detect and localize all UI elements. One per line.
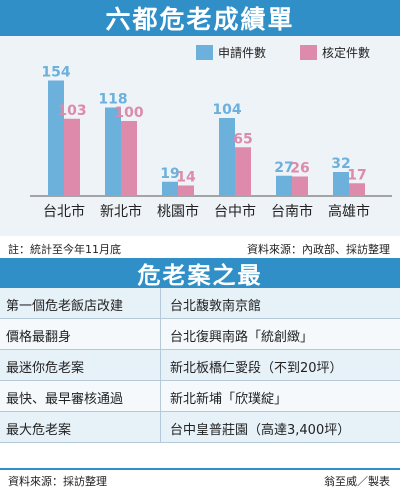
record-divider [160,412,161,442]
data-label: 104 [212,102,241,118]
data-label: 27 [274,160,293,176]
record-label: 最大危老案 [6,423,72,438]
bar-applications [333,172,349,196]
data-label: 32 [331,156,350,172]
data-label: 103 [57,103,86,119]
record-value: 新北新埔「欣璞綻」 [170,392,288,407]
bar-applications [276,175,292,196]
bar-approved [64,118,80,196]
bar-applications [162,181,178,196]
record-row: 價格最翻身 台北復興南路「統創緻」 [0,319,400,350]
footer-source: 資料來源：採訪整理 [8,475,107,488]
data-label: 26 [290,161,309,177]
category-label: 桃園市 [157,203,199,220]
record-value: 台北復興南路「統創緻」 [170,330,314,345]
credit: 翁至威／製表 [324,475,390,488]
record-divider [160,319,161,349]
record-row: 最快、最早審核通過 新北新埔「欣璞綻」 [0,381,400,412]
category-label: 台南市 [271,203,313,220]
record-divider [160,288,161,318]
record-label: 最快、最早審核通過 [6,392,124,407]
data-label: 19 [160,166,179,182]
record-label: 價格最翻身 [6,330,72,345]
bar-applications [105,107,121,196]
record-label: 第一個危老飯店改建 [6,299,124,314]
legend-approved: 核定件數 [300,44,370,61]
record-value: 台中皇普莊園（高達3,400坪） [170,423,351,438]
data-label: 17 [347,167,366,183]
record-label: 最迷你危老案 [6,361,85,376]
category-label: 台北市 [43,203,85,220]
record-value: 台北馥敦南京館 [170,299,262,314]
records-table: 第一個危老飯店改建 台北馥敦南京館 價格最翻身 台北復興南路「統創緻」 最迷你危老案 新北… [0,288,400,443]
chart-title: 六都危老成績單 [0,0,400,36]
chart-source: 資料來源：內政部、採訪整理 [247,243,390,256]
data-label: 14 [176,170,196,186]
record-row: 第一個危老飯店改建 台北馥敦南京館 [0,288,400,319]
bar-approved [349,183,365,196]
data-label: 100 [114,105,143,121]
legend-swatch-applications [196,45,213,60]
bar-applications [48,80,64,196]
data-label: 118 [98,92,127,108]
bar-applications [219,118,235,196]
bar-approved [292,176,308,196]
bar-approved [178,185,194,196]
record-row: 最大危老案 台中皇普莊園（高達3,400坪） [0,412,400,443]
record-row: 最迷你危老案 新北板橋仁愛段（不到20坪） [0,350,400,381]
category-label: 台中市 [214,203,256,220]
record-divider [160,350,161,380]
record-value: 新北板橋仁愛段（不到20坪） [170,361,343,376]
legend-applications: 申請件數 [196,44,266,61]
data-label: 65 [233,131,252,147]
category-label: 高雄市 [328,203,370,220]
record-divider [160,381,161,411]
legend-swatch-approved [300,45,317,60]
legend-label-approved: 核定件數 [322,46,371,60]
bar-approved [235,147,251,196]
data-label: 154 [41,65,70,81]
table-title: 危老案之最 [0,258,400,289]
legend-label-applications: 申請件數 [218,46,267,60]
footer: 資料來源：採訪整理 翁至威／製表 [0,468,400,489]
chart-note: 註：統計至今年11月底 [8,243,121,256]
bar-approved [121,121,137,196]
category-label: 新北市 [100,203,142,220]
